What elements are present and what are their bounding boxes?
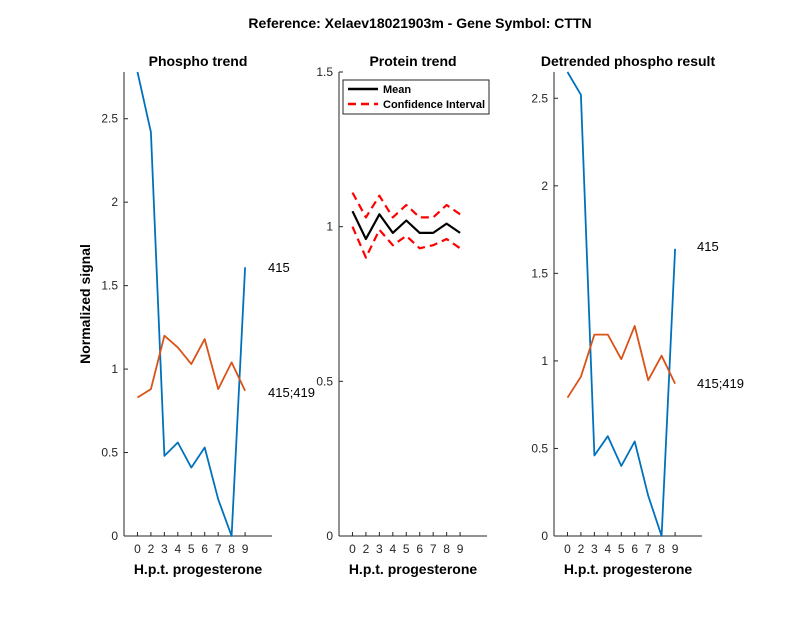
x-tick-label: 8 xyxy=(443,542,450,556)
x-tick-label: 7 xyxy=(430,542,437,556)
panel-detrended: Detrended phospho result 00.511.522.50 2 3… xyxy=(531,53,744,577)
x-tick-label: 4 xyxy=(389,542,396,556)
panel-3-series-1-label: 415 xyxy=(697,239,719,254)
figure-title: Reference: Xelaev18021903m - Gene Symbol… xyxy=(248,15,591,31)
series-line-mean xyxy=(351,210,461,241)
series-line-415-419 xyxy=(566,324,676,399)
y-tick-label: 0 xyxy=(326,529,333,543)
x-tick-label: 4 xyxy=(604,542,611,556)
x-tick-label: 0 xyxy=(349,542,356,556)
panel-1-series-1-label: 415 xyxy=(268,260,290,275)
y-tick-label: 1 xyxy=(541,354,548,368)
x-tick-label: 7 xyxy=(215,542,222,556)
y-tick-label: 2.5 xyxy=(531,91,548,105)
y-tick-label: 2 xyxy=(111,195,118,209)
series-line-415 xyxy=(566,71,676,537)
x-tick-label: 2 xyxy=(148,542,155,556)
panel-1-series-2-label: 415;419 xyxy=(268,385,315,400)
x-tick-label: 8 xyxy=(658,542,665,556)
panel-3-title: Detrended phospho result xyxy=(541,53,716,69)
x-tick-label: 0 xyxy=(134,542,141,556)
x-tick-label: 3 xyxy=(376,542,383,556)
legend: Mean Confidence Interval xyxy=(342,79,490,115)
x-tick-label: 5 xyxy=(403,542,410,556)
panel-1-plot: 00.511.522.50 2 3 4 5 6 7 8 9 xyxy=(101,71,272,556)
x-tick-label: 6 xyxy=(416,542,423,556)
panel-2-xlabel: H.p.t. progesterone xyxy=(349,561,478,577)
panel-1-ylabel: Normalized signal xyxy=(77,244,93,364)
series-line-ci-upper xyxy=(351,192,461,219)
x-tick-label: 3 xyxy=(161,542,168,556)
x-tick-label: 9 xyxy=(242,542,249,556)
x-tick-label: 8 xyxy=(228,542,235,556)
x-tick-label: 9 xyxy=(457,542,464,556)
x-tick-label: 7 xyxy=(645,542,652,556)
series-line-ci-lower xyxy=(351,226,461,259)
y-tick-label: 0 xyxy=(111,529,118,543)
x-tick-label: 6 xyxy=(201,542,208,556)
panel-1-title: Phospho trend xyxy=(149,53,248,69)
y-tick-label: 2 xyxy=(541,179,548,193)
panel-protein-trend: Protein trend 00.511.50 2 3 4 5 6 7 8 9 H.p.t. p… xyxy=(316,53,490,577)
y-tick-label: 0 xyxy=(541,529,548,543)
panel-3-xlabel: H.p.t. progesterone xyxy=(564,561,693,577)
y-tick-label: 0.5 xyxy=(101,446,118,460)
x-tick-label: 2 xyxy=(363,542,370,556)
y-tick-label: 1 xyxy=(326,220,333,234)
legend-ci-label: Confidence Interval xyxy=(383,99,485,111)
panel-3-series-2-label: 415;419 xyxy=(697,376,744,391)
y-tick-label: 1.5 xyxy=(316,65,333,79)
legend-box xyxy=(342,79,490,115)
x-tick-label: 2 xyxy=(578,542,585,556)
x-tick-label: 0 xyxy=(564,542,571,556)
panel-3-plot: 00.511.522.50 2 3 4 5 6 7 8 9 xyxy=(531,71,702,556)
series-line-415-419 xyxy=(137,334,246,399)
x-tick-label: 5 xyxy=(188,542,195,556)
y-tick-label: 1.5 xyxy=(101,279,118,293)
series-line-415 xyxy=(136,71,246,537)
x-tick-label: 4 xyxy=(174,542,181,556)
legend-mean-label: Mean xyxy=(383,84,411,96)
x-tick-label: 5 xyxy=(618,542,625,556)
panel-2-title: Protein trend xyxy=(369,53,456,69)
panel-phospho-trend: Phospho trend 00.511.522.50 2 3 4 5 6 7 8 9 H.p.… xyxy=(77,53,315,577)
y-tick-label: 2.5 xyxy=(101,112,118,126)
x-tick-label: 9 xyxy=(672,542,679,556)
y-tick-label: 1.5 xyxy=(531,266,548,280)
panel-2-plot: 00.511.50 2 3 4 5 6 7 8 9 xyxy=(316,65,487,556)
y-tick-label: 1 xyxy=(111,362,118,376)
y-tick-label: 0.5 xyxy=(531,441,548,455)
y-tick-label: 0.5 xyxy=(316,374,333,388)
x-tick-label: 6 xyxy=(631,542,638,556)
x-tick-label: 3 xyxy=(591,542,598,556)
panel-1-xlabel: H.p.t. progesterone xyxy=(134,561,263,577)
